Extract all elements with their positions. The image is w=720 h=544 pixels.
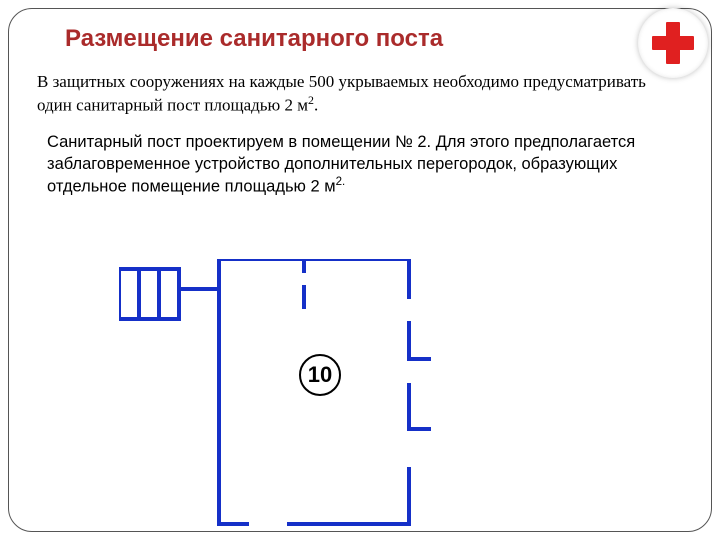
room-number-badge: 10: [299, 354, 341, 396]
page-title: Размещение санитарного поста: [65, 25, 683, 53]
floorplan-svg: [119, 259, 519, 539]
intro-paragraph: В защитных сооружениях на каждые 500 укр…: [37, 71, 683, 117]
para2-sup: 2.: [336, 176, 346, 188]
para1-text: В защитных сооружениях на каждые 500 укр…: [37, 72, 646, 115]
red-cross-svg: [648, 18, 698, 68]
slide-frame: Размещение санитарного поста В защитных …: [8, 8, 712, 532]
red-cross-icon: [638, 8, 708, 78]
body-paragraph: Санитарный пост проектируем в помещении …: [47, 131, 683, 198]
para1-tail: .: [314, 96, 318, 115]
floorplan-diagram: 10: [119, 259, 519, 539]
room-number: 10: [308, 362, 332, 388]
